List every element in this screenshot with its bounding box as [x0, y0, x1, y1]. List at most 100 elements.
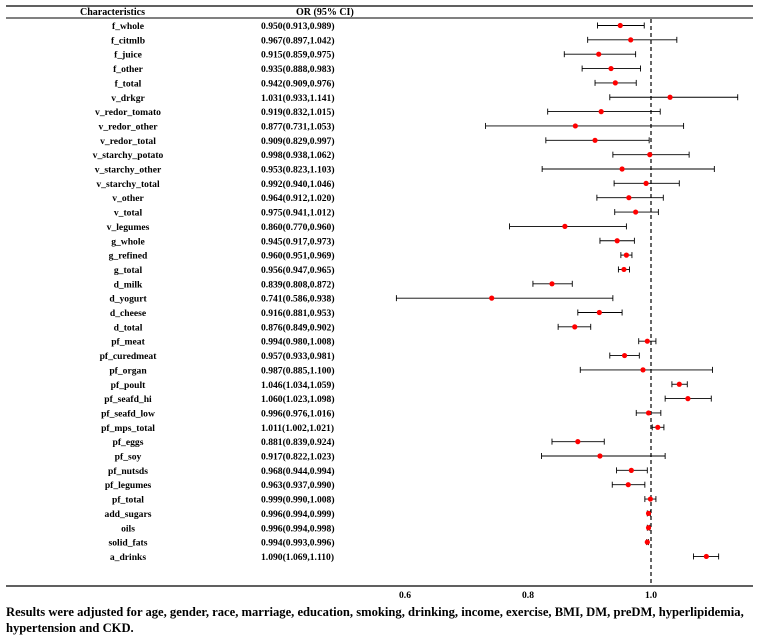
row-label: d_yogurt: [109, 294, 147, 305]
forest-row-g_whole: g_whole 0.945(0.917,0.973): [111, 236, 635, 247]
row-or-ci: 1.011(1.002,1.021): [261, 423, 334, 434]
forest-row-pf_poult: pf_poult 1.046(1.034,1.059): [111, 380, 688, 391]
row-or-ci: 0.860(0.770,0.960): [261, 222, 335, 233]
row-label: pf_seafd_hi: [104, 394, 152, 405]
forest-row-v_legumes: v_legumes 0.860(0.770,0.960): [107, 222, 627, 233]
row-label: v_starchy_potato: [93, 150, 164, 161]
or-point: [625, 482, 631, 488]
row-label: solid_fats: [109, 538, 148, 549]
row-label: pf_legumes: [105, 480, 152, 491]
row-label: f_citmlb: [111, 35, 145, 46]
row-label: g_total: [114, 265, 143, 276]
or-point: [612, 80, 618, 86]
forest-row-solid_fats: solid_fats 0.994(0.993,0.996): [109, 538, 650, 549]
forest-row-pf_legumes: pf_legumes 0.963(0.937,0.990): [105, 480, 646, 491]
row-label: oils: [121, 523, 135, 534]
or-point: [647, 152, 653, 158]
or-point: [597, 453, 603, 459]
forest-row-pf_total: pf_total 0.999(0.990,1.008): [112, 495, 657, 506]
row-label: add_sugars: [105, 509, 152, 520]
forest-row-pf_seafd_hi: pf_seafd_hi 1.060(1.023,1.098): [104, 394, 712, 405]
forest-row-v_redor_tomato: v_redor_tomato 0.919(0.832,1.015): [95, 107, 661, 118]
row-or-ci: 0.968(0.944,0.994): [261, 466, 335, 477]
row-or-ci: 0.963(0.937,0.990): [261, 480, 335, 491]
forest-row-f_other: f_other 0.935(0.888,0.983): [113, 64, 641, 75]
or-point: [598, 109, 604, 115]
row-or-ci: 0.994(0.993,0.996): [261, 538, 335, 549]
or-point: [640, 367, 646, 373]
row-or-ci: 0.964(0.912,1.020): [261, 193, 335, 204]
row-label: d_total: [114, 322, 143, 333]
forest-row-f_total: f_total 0.942(0.909,0.976): [115, 78, 637, 89]
or-point: [621, 266, 627, 273]
or-point: [572, 123, 578, 129]
row-or-ci: 0.992(0.940,1.046): [261, 179, 335, 190]
or-point: [608, 65, 614, 72]
forest-row-f_whole: f_whole 0.950(0.913,0.989): [112, 21, 645, 32]
or-point: [667, 94, 673, 100]
row-label: pf_seafd_low: [101, 408, 155, 419]
row-or-ci: 0.916(0.881,0.953): [261, 308, 335, 319]
forest-row-v_starchy_total: v_starchy_total 0.992(0.940,1.046): [96, 179, 680, 190]
row-or-ci: 0.942(0.909,0.976): [261, 78, 335, 89]
row-or-ci: 0.839(0.808,0.872): [261, 279, 335, 290]
footnote: Results were adjusted for age, gender, r…: [6, 605, 744, 635]
row-or-ci: 1.031(0.933,1.141): [261, 93, 335, 104]
row-or-ci: 0.998(0.938,1.062): [261, 150, 335, 161]
row-label: v_redor_total: [100, 136, 156, 147]
row-label: pf_meat: [111, 337, 145, 348]
row-or-ci: 0.950(0.913,0.989): [261, 21, 335, 32]
row-or-ci: 0.975(0.941,1.012): [261, 208, 335, 219]
row-label: f_juice: [114, 50, 142, 61]
row-label: v_total: [114, 208, 143, 219]
row-or-ci: 0.957(0.933,0.981): [261, 351, 335, 362]
row-label: g_refined: [109, 251, 148, 262]
forest-row-pf_curedmeat: pf_curedmeat 0.957(0.933,0.981): [100, 351, 640, 362]
row-or-ci: 0.945(0.917,0.973): [261, 236, 335, 247]
forest-row-pf_soy: pf_soy 0.917(0.822,1.023): [115, 452, 666, 463]
forest-row-d_total: d_total 0.876(0.849,0.902): [114, 322, 592, 333]
row-or-ci: 0.917(0.822,1.023): [261, 452, 335, 463]
forest-row-d_cheese: d_cheese 0.916(0.881,0.953): [110, 308, 623, 319]
or-point: [645, 410, 652, 416]
row-label: d_cheese: [110, 308, 147, 319]
row-label: f_whole: [112, 21, 145, 32]
forest-row-oils: oils 0.996(0.994,0.998): [121, 523, 652, 534]
x-tick-label: 0.8: [522, 590, 534, 600]
or-point: [685, 396, 691, 402]
row-or-ci: 1.046(1.034,1.059): [261, 380, 335, 391]
row-label: pf_total: [112, 495, 144, 506]
or-point: [644, 539, 650, 545]
forest-row-g_total: g_total 0.956(0.947,0.965): [114, 265, 630, 276]
or-point: [645, 525, 652, 531]
forest-row-g_refined: g_refined 0.960(0.951,0.969): [109, 251, 633, 262]
row-label: a_drinks: [110, 552, 147, 563]
row-or-ci: 0.935(0.888,0.983): [261, 64, 335, 75]
row-or-ci: 0.996(0.994,0.998): [261, 523, 335, 534]
or-point: [628, 37, 634, 43]
row-label: v_other: [112, 193, 144, 204]
or-point: [647, 496, 653, 502]
or-point: [596, 309, 602, 316]
row-or-ci: 0.876(0.849,0.902): [261, 322, 335, 333]
forest-row-v_other: v_other 0.964(0.912,1.020): [112, 193, 664, 204]
row-label: pf_poult: [111, 380, 146, 391]
forest-row-d_yogurt: d_yogurt 0.741(0.586,0.938): [109, 294, 614, 305]
row-label: v_starchy_other: [95, 165, 162, 176]
forest-row-add_sugars: add_sugars 0.996(0.994,0.999): [105, 509, 652, 520]
or-point: [655, 424, 661, 430]
or-point: [592, 137, 598, 143]
row-or-ci: 0.967(0.897,1.042): [261, 35, 335, 46]
forest-row-pf_eggs: pf_eggs 0.881(0.839,0.924): [113, 437, 605, 448]
or-point: [644, 338, 650, 344]
header-or-ci: OR (95% CI): [296, 7, 354, 18]
forest-row-v_redor_other: v_redor_other 0.877(0.731,1.053): [99, 121, 685, 132]
or-point: [676, 381, 682, 387]
row-label: d_milk: [114, 279, 143, 290]
row-label: pf_eggs: [113, 437, 144, 448]
x-tick-label: 1.0: [645, 590, 657, 600]
or-point: [633, 209, 639, 215]
or-point: [619, 166, 625, 172]
row-or-ci: 1.060(1.023,1.098): [261, 394, 335, 405]
row-or-ci: 0.881(0.839,0.924): [261, 437, 335, 448]
